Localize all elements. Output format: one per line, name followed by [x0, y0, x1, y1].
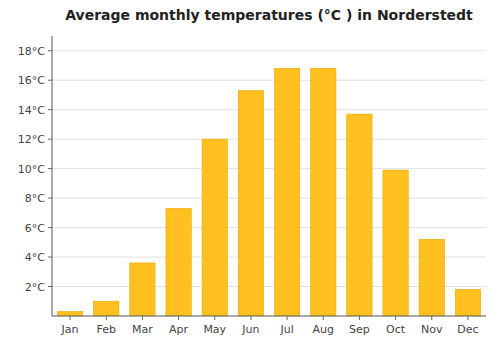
grid-line [52, 80, 486, 81]
y-tick [48, 198, 52, 199]
bar [57, 312, 82, 316]
y-tick [48, 257, 52, 258]
grid-line [52, 168, 486, 169]
x-tick [178, 316, 179, 320]
x-tick [106, 316, 107, 320]
y-tick-label: 14°C [18, 104, 45, 117]
x-tick-label: Nov [421, 323, 443, 336]
y-tick [48, 168, 52, 169]
bar [383, 170, 408, 316]
y-tick [48, 109, 52, 110]
y-tick-label: 10°C [18, 163, 45, 176]
x-tick-label: Jan [61, 323, 79, 336]
grid-line [52, 139, 486, 140]
bar [130, 263, 155, 316]
y-tick-label: 16°C [18, 74, 45, 87]
x-tick [395, 316, 396, 320]
chart-container: Average monthly temperatures (°C ) in No… [0, 0, 500, 350]
y-tick [48, 286, 52, 287]
y-tick [48, 227, 52, 228]
x-tick [287, 316, 288, 320]
grid-line [52, 227, 486, 228]
bar [311, 68, 336, 316]
y-tick-label: 12°C [18, 133, 45, 146]
x-tick-label: Dec [457, 323, 478, 336]
x-tick-label: Mar [132, 323, 153, 336]
x-tick [359, 316, 360, 320]
chart-title: Average monthly temperatures (°C ) in No… [65, 7, 473, 23]
y-tick-label: 2°C [25, 281, 45, 294]
bar [455, 289, 480, 316]
y-axis-line [52, 36, 53, 316]
grid-line [52, 50, 486, 51]
bars [57, 68, 480, 316]
bar [94, 301, 119, 316]
y-tick-label: 4°C [25, 251, 45, 264]
x-tick [250, 316, 251, 320]
x-tick-label: Jul [279, 323, 293, 336]
x-tick [142, 316, 143, 320]
y-tick [48, 80, 52, 81]
grid-line [52, 198, 486, 199]
grid-line [52, 109, 486, 110]
bar [238, 91, 263, 316]
x-axis-line [52, 316, 486, 317]
x-tick [214, 316, 215, 320]
x-tick [467, 316, 468, 320]
x-tick-label: Aug [313, 323, 334, 336]
chart-svg: Average monthly temperatures (°C ) in No… [0, 0, 500, 350]
y-tick [48, 50, 52, 51]
x-tick [323, 316, 324, 320]
bar [274, 68, 299, 316]
y-tick-label: 6°C [25, 222, 45, 235]
x-tick-label: Feb [97, 323, 116, 336]
x-tick-label: Sep [349, 323, 370, 336]
bar [419, 239, 444, 316]
x-tick-label: May [203, 323, 226, 336]
y-tick [48, 139, 52, 140]
x-tick-label: Jun [241, 323, 259, 336]
x-tick [431, 316, 432, 320]
bar [202, 139, 227, 316]
y-tick-label: 18°C [18, 45, 45, 58]
x-tick [70, 316, 71, 320]
bar [166, 208, 191, 316]
x-tick-label: Apr [169, 323, 189, 336]
bar [347, 114, 372, 316]
x-tick-label: Oct [386, 323, 406, 336]
y-tick-label: 8°C [25, 192, 45, 205]
